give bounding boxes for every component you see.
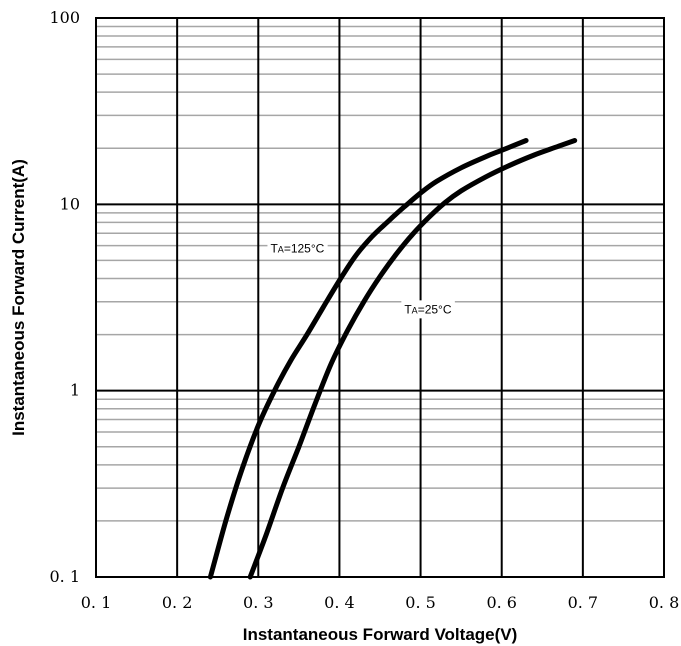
x-tick-label: 0. 7 [568, 593, 599, 612]
x-tick-label: 0. 4 [324, 593, 355, 612]
x-tick-label: 0. 5 [405, 593, 436, 612]
plot-frame [95, 17, 665, 578]
annotations: TA=125°C TA=25°C [267, 239, 455, 319]
series-line-125c [207, 138, 529, 580]
y-tick-label: 0. 1 [49, 567, 80, 586]
annotation-bg-25c [401, 300, 455, 319]
x-tick-label: 0. 3 [243, 593, 274, 612]
annotation-125c-main: T [270, 242, 278, 256]
annotation-25c: TA=25°C [404, 302, 452, 316]
x-tick-label: 0. 2 [162, 593, 193, 612]
x-axis-title: Instantaneous Forward Voltage(V) [243, 625, 518, 644]
x-tick-labels: 0. 1 0. 2 0. 3 0. 4 0. 5 0. 6 0. 7 0. 8 [81, 593, 680, 612]
annotation-125c-sub: A [278, 245, 284, 255]
x-tick-label: 0. 1 [81, 593, 112, 612]
series-layer [207, 138, 578, 580]
annotation-25c-main: T [404, 302, 412, 316]
annotation-25c-sub: A [412, 305, 418, 315]
y-tick-labels: 0. 1 1 10 100 [49, 8, 80, 586]
annotation-125c-rest: =125°C [284, 242, 325, 256]
annotation-125c: TA=125°C [270, 242, 324, 256]
y-tick-label: 10 [60, 194, 80, 213]
annotation-25c-rest: =25°C [418, 302, 452, 316]
minor-grid [96, 25, 664, 522]
y-tick-label: 1 [70, 381, 80, 400]
annotation-bg-125c [267, 239, 328, 258]
y-axis-title: Instantaneous Forward Current(A) [9, 159, 28, 436]
major-grid [96, 18, 664, 577]
y-tick-label: 100 [49, 8, 80, 27]
x-tick-label: 0. 6 [486, 593, 517, 612]
series-line-25c [247, 138, 578, 580]
x-tick-label: 0. 8 [649, 593, 680, 612]
